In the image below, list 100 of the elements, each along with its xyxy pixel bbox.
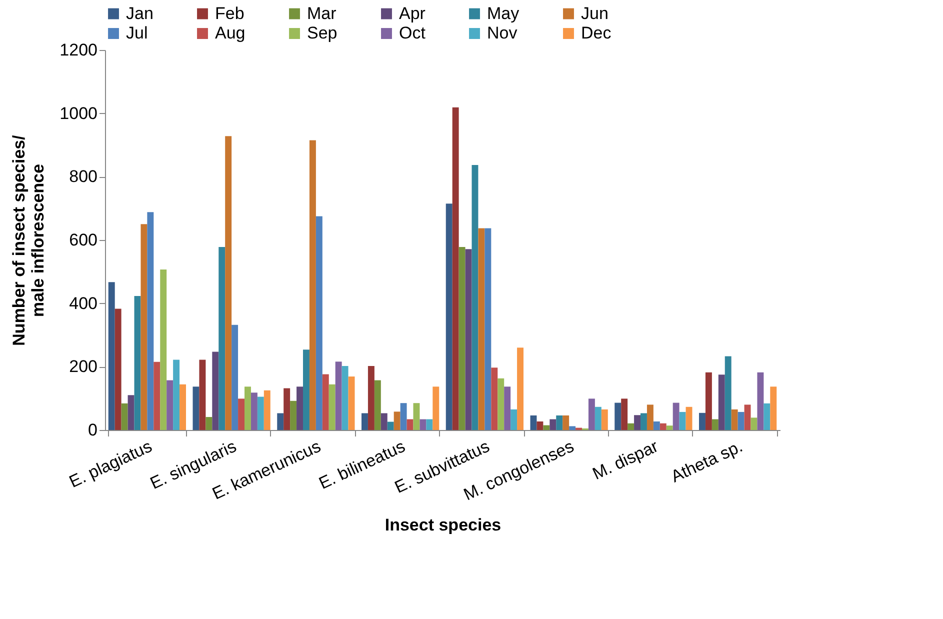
bar [562, 415, 570, 430]
bar [108, 282, 115, 430]
bar [225, 136, 232, 430]
bar [394, 412, 400, 430]
x-tick-label: Atheta sp. [668, 436, 746, 486]
bar [550, 419, 556, 430]
bar [199, 360, 206, 430]
legend-label: Apr [399, 4, 426, 23]
bar [536, 421, 544, 430]
bar [362, 413, 368, 430]
bar [569, 426, 576, 430]
bar [686, 406, 692, 430]
bar [290, 400, 297, 430]
bar [264, 390, 270, 430]
legend-label: Mar [307, 4, 337, 23]
bar [166, 380, 174, 430]
bar [128, 395, 134, 430]
bar [154, 362, 160, 430]
legend-label: Aug [215, 24, 246, 42]
bar [114, 308, 122, 430]
bar [387, 422, 394, 430]
bar [309, 140, 316, 430]
bar [731, 409, 738, 430]
bar [173, 360, 180, 430]
bar [498, 378, 504, 430]
legend-label: May [487, 4, 520, 23]
bar [517, 348, 524, 430]
bar [368, 366, 374, 430]
bar [750, 418, 758, 430]
bar [744, 404, 751, 430]
bar [296, 386, 303, 430]
bar [244, 386, 251, 430]
legend-label: Oct [399, 24, 426, 42]
bar [446, 204, 452, 430]
legend-label: Jul [126, 24, 148, 42]
y-tick-label: 0 [88, 420, 98, 440]
bar [322, 374, 329, 430]
bar [232, 324, 238, 430]
y-tick-label: 1200 [60, 40, 98, 60]
bar [400, 403, 407, 430]
legend-label: Feb [215, 4, 244, 23]
bar [452, 107, 459, 430]
bar [491, 368, 498, 430]
bar [712, 419, 718, 430]
x-axis-title: Insect species [384, 515, 502, 534]
bar [478, 228, 485, 430]
bar [484, 228, 492, 430]
bar [588, 398, 595, 430]
legend-label: Sep [307, 24, 338, 42]
bar [335, 362, 342, 430]
bar [218, 246, 226, 430]
bar [160, 269, 167, 430]
bar [530, 415, 537, 430]
bar [699, 412, 706, 430]
bar [472, 164, 478, 430]
y-tick-label: 600 [69, 230, 98, 250]
bar [140, 224, 148, 430]
bar [614, 402, 622, 430]
bar [303, 350, 310, 430]
bar [413, 403, 420, 430]
bar [277, 413, 284, 430]
bar [426, 419, 433, 430]
bar [284, 388, 290, 430]
bar [634, 415, 640, 430]
bar [556, 415, 563, 430]
bar [432, 386, 440, 430]
bar [180, 384, 186, 430]
y-tick-label: 200 [69, 357, 98, 376]
bar [504, 386, 511, 430]
legend-label: Dec [581, 24, 612, 42]
bar [420, 419, 426, 430]
bar [465, 249, 472, 430]
y-axis-title: Number of insect species/ male inflorescence [10, 134, 48, 346]
bar [601, 409, 608, 430]
y-tick-label: 1000 [60, 104, 98, 123]
legend-label: Jan [126, 4, 154, 23]
bar [374, 380, 381, 430]
bar [348, 376, 355, 430]
bar [257, 396, 264, 430]
bar [770, 386, 777, 430]
bar [594, 406, 602, 430]
bar [510, 409, 518, 430]
x-tick-label: M. dispar [590, 436, 662, 484]
bar [212, 352, 219, 430]
legend-label: Jun [581, 4, 608, 23]
bar [672, 402, 680, 430]
bar [134, 296, 141, 430]
bar [724, 356, 732, 430]
bar [406, 419, 414, 430]
bar [705, 372, 712, 430]
bar [621, 398, 628, 430]
y-tick-label: 800 [69, 167, 98, 186]
bar [628, 423, 634, 430]
bar [718, 374, 725, 430]
bar [342, 366, 348, 430]
bar [147, 212, 154, 430]
bar [738, 412, 744, 430]
bar [543, 425, 550, 430]
bar [380, 413, 388, 430]
bar [316, 216, 322, 430]
